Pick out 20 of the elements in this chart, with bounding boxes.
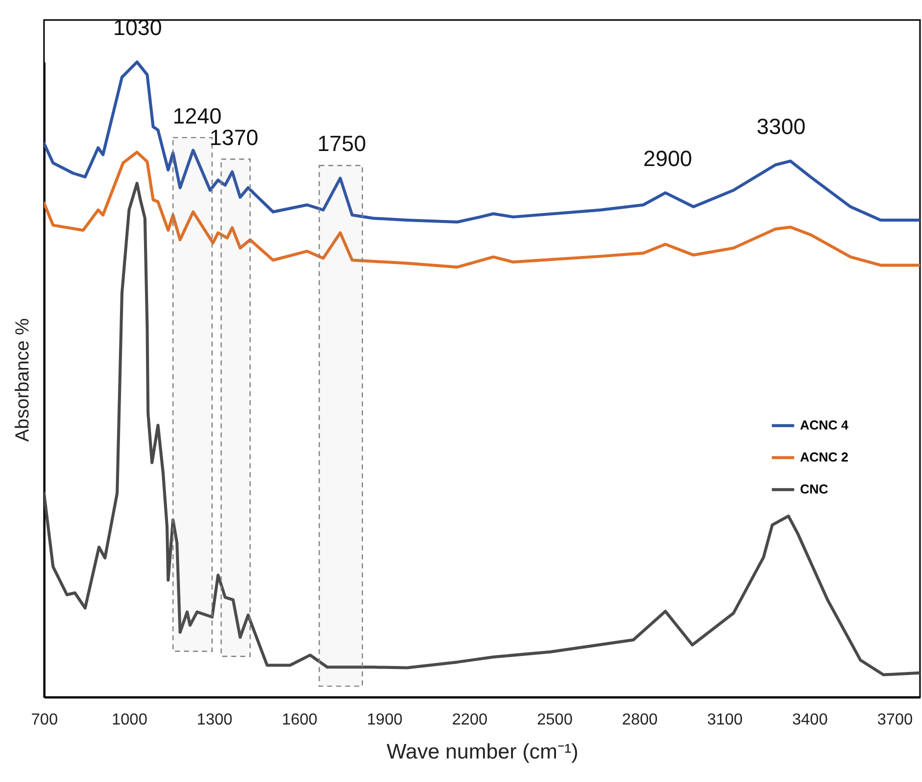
x-tick-label: 3100 xyxy=(707,712,743,728)
x-tick-label: 3700 xyxy=(877,712,913,728)
x-tick-label: 1900 xyxy=(366,712,403,728)
x-tick-label: 1000 xyxy=(112,712,148,728)
annotation: 1750 xyxy=(317,131,366,156)
x-tick-label: 2800 xyxy=(622,712,658,728)
legend-label: ACNC 4 xyxy=(800,418,850,433)
x-tick-label: 2200 xyxy=(452,712,488,728)
legend-label: ACNC 2 xyxy=(800,450,848,465)
x-tick-label: 1600 xyxy=(282,712,318,728)
annotation: 1030 xyxy=(113,15,162,40)
x-tick-label: 700 xyxy=(31,712,58,728)
y-axis-title: Absorbance % xyxy=(12,318,34,442)
annotation: 2900 xyxy=(643,146,692,171)
annotation: 3300 xyxy=(756,114,806,140)
x-tick-label: 1300 xyxy=(196,712,232,728)
x-axis-title: Wave number (cm⁻¹) xyxy=(386,740,578,764)
x-tick-label: 2500 xyxy=(536,712,573,728)
legend-label: CNC xyxy=(800,482,829,497)
x-tick-label: 3400 xyxy=(792,712,828,728)
